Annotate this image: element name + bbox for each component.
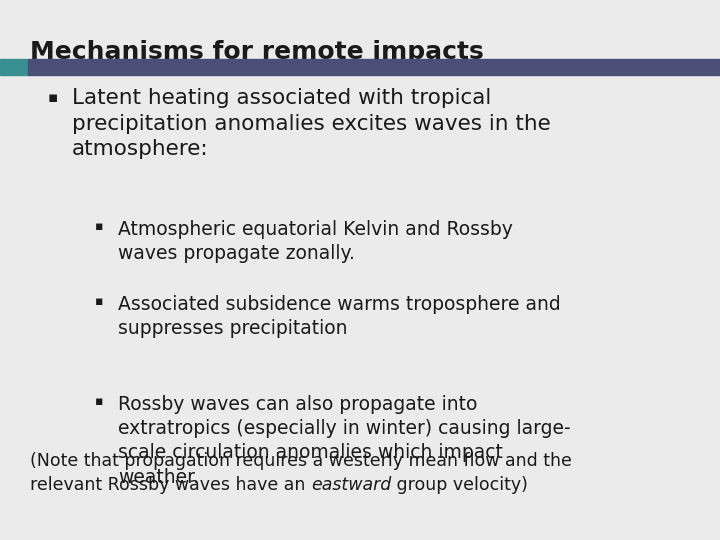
Text: ▪: ▪ (48, 90, 58, 105)
Text: ▪: ▪ (95, 295, 104, 308)
Text: eastward: eastward (311, 476, 391, 494)
Text: Atmospheric equatorial Kelvin and Rossby
waves propagate zonally.: Atmospheric equatorial Kelvin and Rossby… (118, 220, 513, 263)
Text: Latent heating associated with tropical
precipitation anomalies excites waves in: Latent heating associated with tropical … (72, 88, 551, 159)
Text: ▪: ▪ (95, 220, 104, 233)
Text: relevant Rossby waves have an: relevant Rossby waves have an (30, 476, 311, 494)
Bar (0, 59, 28, 75)
Text: Rossby waves can also propagate into
extratropics (especially in winter) causing: Rossby waves can also propagate into ext… (118, 395, 571, 487)
Text: Associated subsidence warms troposphere and
suppresses precipitation: Associated subsidence warms troposphere … (118, 295, 561, 338)
Bar (28, 59, 720, 75)
Text: group velocity): group velocity) (391, 476, 528, 494)
Text: Mechanisms for remote impacts: Mechanisms for remote impacts (30, 40, 484, 64)
Text: (Note that propagation requires a westerly mean flow and the: (Note that propagation requires a wester… (30, 452, 572, 470)
Text: ▪: ▪ (95, 395, 104, 408)
